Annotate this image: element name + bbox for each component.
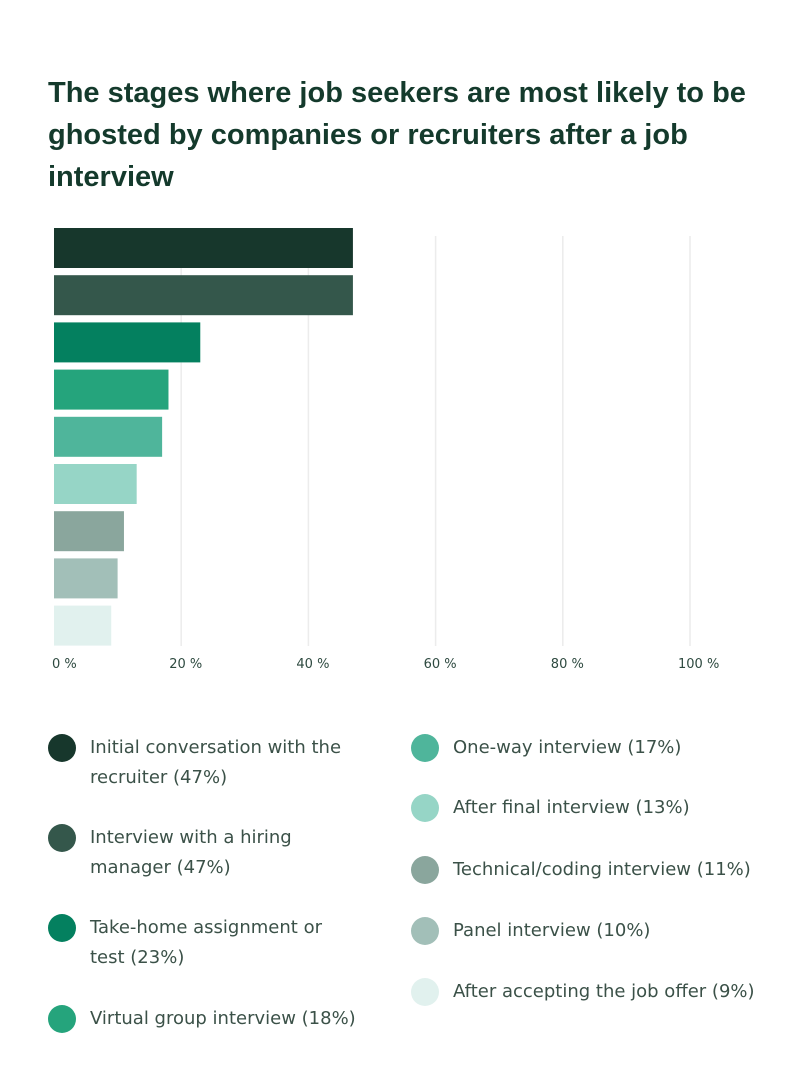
legend-label: Interview with a hiring manager (47%) (90, 827, 292, 878)
legend-swatch (48, 1005, 76, 1033)
x-tick-label: 100 % (678, 657, 719, 672)
bar-9 (54, 605, 112, 646)
legend-item: Initial conversation with the recruiter … (48, 733, 360, 793)
bar-4 (54, 369, 169, 410)
legend-swatch (411, 794, 439, 822)
bar-3 (54, 322, 201, 363)
legend-swatch (48, 914, 76, 942)
chart-title: The stages where job seekers are most li… (48, 77, 746, 193)
x-axis-ticks: 0 % 20 % 40 % 60 % 80 % 100 % (52, 657, 719, 672)
x-tick-label: 60 % (424, 657, 457, 672)
bar-7 (54, 511, 124, 552)
legend-swatch (411, 856, 439, 884)
bar-chart: 0 % 20 % 40 % 60 % 80 % 100 % (52, 228, 719, 672)
legend-item: Virtual group interview (18%) (48, 1004, 390, 1034)
legend-swatch (411, 978, 439, 1006)
legend-swatch (48, 824, 76, 852)
x-tick-label: 80 % (551, 657, 584, 672)
x-tick-label: 20 % (169, 657, 202, 672)
bar-5 (54, 416, 163, 457)
legend-label: After final interview (13%) (453, 797, 690, 818)
legend-label: Initial conversation with the recruiter … (90, 737, 342, 788)
legend-swatch (411, 917, 439, 945)
legend-item: Take-home assignment or test (23%) (48, 913, 350, 973)
bars (54, 228, 353, 646)
legend-item: One-way interview (17%) (411, 733, 783, 763)
legend-label: Panel interview (10%) (453, 920, 651, 941)
legend-swatch (411, 734, 439, 762)
legend-item: Panel interview (10%) (411, 916, 783, 946)
x-tick-label: 40 % (296, 657, 329, 672)
bar-1 (54, 228, 353, 268)
bar-2 (54, 275, 353, 316)
legend-swatch (48, 734, 76, 762)
legend-item: After final interview (13%) (411, 793, 783, 823)
legend-label: Technical/coding interview (11%) (453, 859, 751, 880)
legend-item: Technical/coding interview (11%) (411, 855, 793, 885)
legend-label: One-way interview (17%) (453, 737, 682, 758)
legend-item: After accepting the job offer (9%) (411, 977, 794, 1007)
bar-6 (54, 464, 137, 504)
legend-label: Take-home assignment or test (23%) (90, 917, 322, 968)
x-tick-label: 0 % (52, 657, 77, 672)
legend-label: After accepting the job offer (9%) (453, 981, 755, 1002)
legend-item: Interview with a hiring manager (47%) (48, 823, 310, 883)
legend-label: Virtual group interview (18%) (90, 1008, 356, 1029)
bar-8 (54, 558, 118, 599)
